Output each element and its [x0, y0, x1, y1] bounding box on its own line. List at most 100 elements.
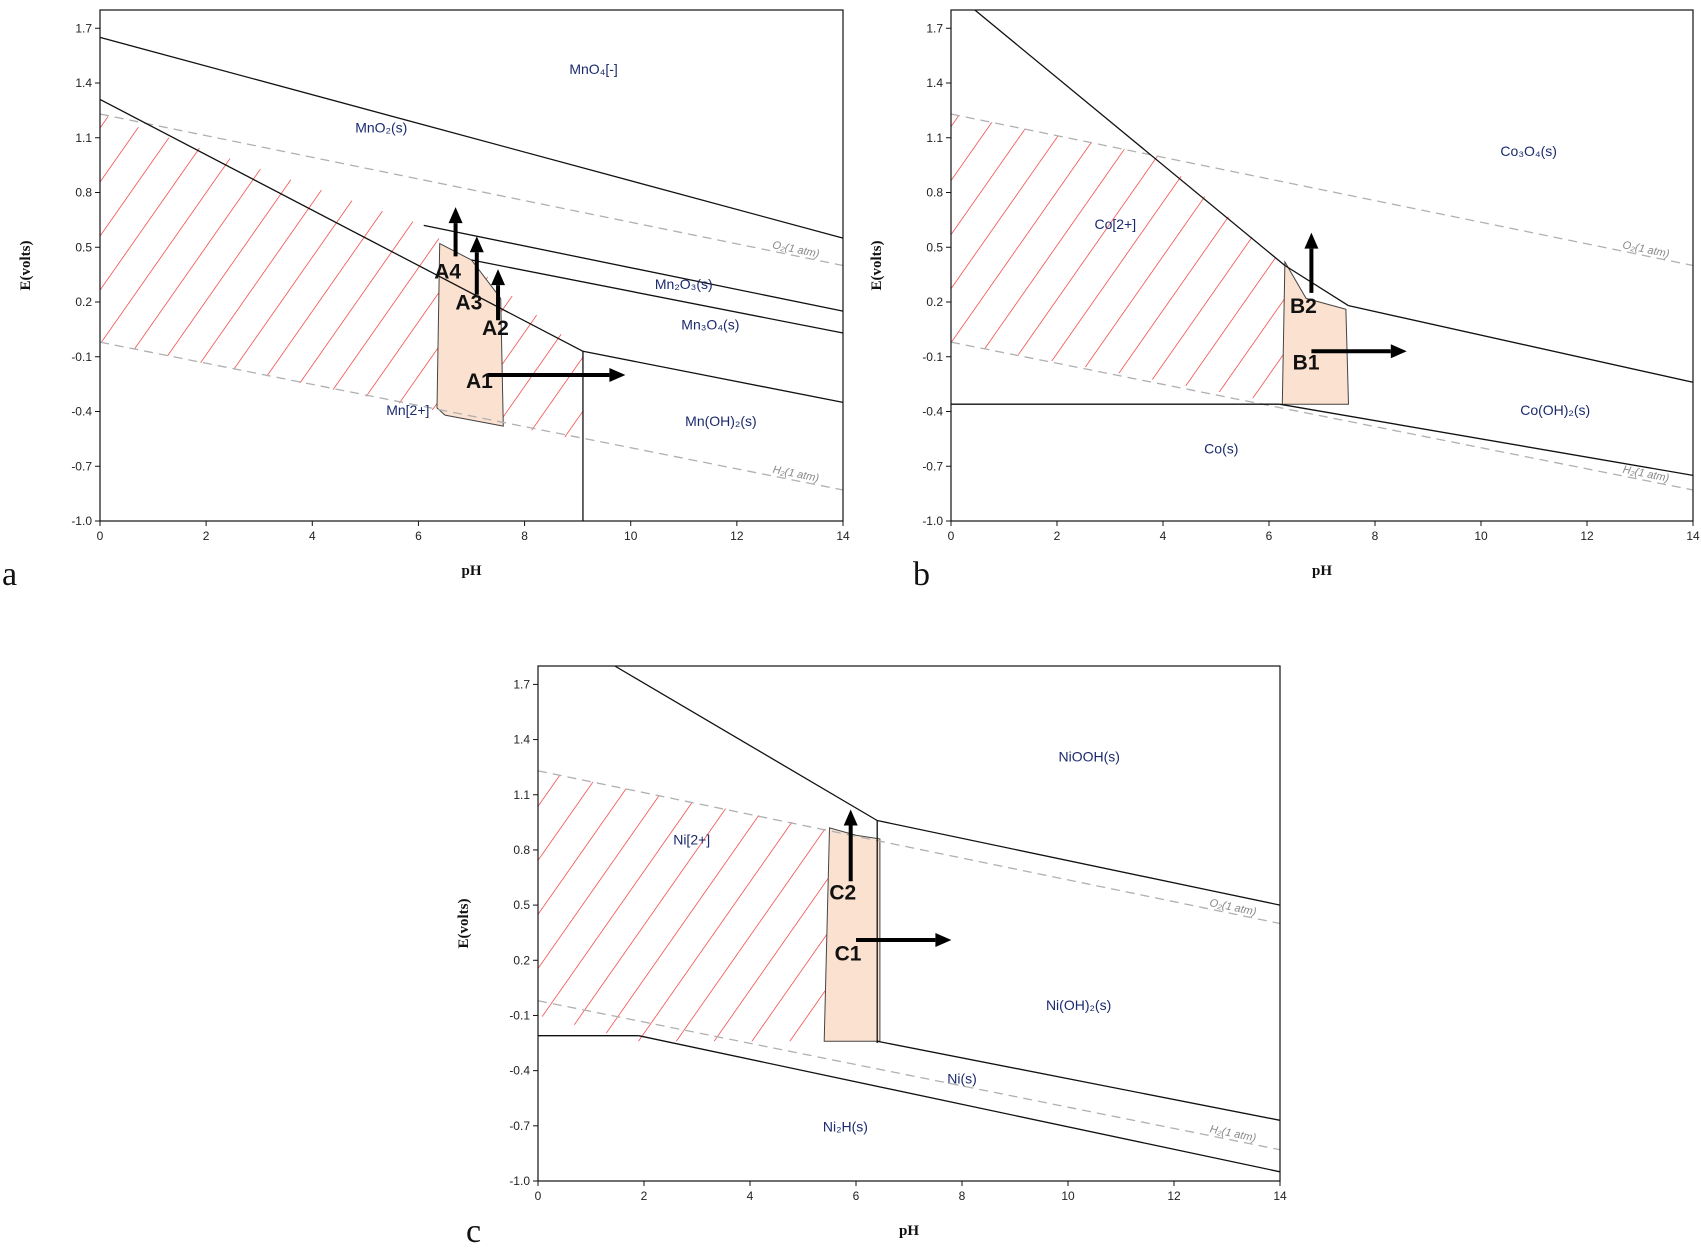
region-label: Mn[2+] [386, 402, 429, 418]
arrow-head [935, 933, 952, 948]
y-tick-label: -1.0 [922, 514, 943, 528]
y-axis-label: E(volts) [869, 241, 885, 291]
region-label: Co₃O₄(s) [1500, 143, 1557, 159]
x-tick-label: 6 [1266, 529, 1273, 543]
region-label: Mn₂O₃(s) [655, 276, 713, 292]
y-tick-label: 1.7 [926, 21, 943, 35]
y-tick-label: -0.1 [509, 1008, 530, 1022]
annotation-label: A1 [466, 370, 493, 393]
arrow-head [1304, 232, 1319, 249]
gas-line-label: H₂(1 atm) [1209, 1123, 1258, 1144]
y-tick-label: 0.8 [75, 186, 92, 200]
x-tick-label: 4 [309, 529, 316, 543]
y-tick-label: -0.7 [71, 459, 92, 473]
phase-boundary [99, 36, 844, 239]
x-tick-label: 14 [1273, 1189, 1287, 1203]
chart-panel-c: 0 2 4 6 8 10 12 14 1.7 1.4 1.1 0.8 0.5 0.2 -0.1 -0.4 -0.… [420, 650, 1300, 1246]
x-tick-label: 8 [959, 1189, 966, 1203]
phase-boundary [877, 819, 1281, 906]
x-tick-label: 2 [1054, 529, 1061, 543]
stability-window [436, 242, 504, 427]
x-tick-label: 0 [948, 529, 955, 543]
arrow-head [843, 809, 858, 826]
y-tick-label: 0.2 [513, 953, 530, 967]
y-tick-label: -0.4 [509, 1064, 530, 1078]
region-label: Ni(OH)₂(s) [1046, 997, 1111, 1013]
gas-line-label: H₂(1 atm) [772, 464, 821, 485]
phase-boundary [1279, 403, 1694, 477]
gas-line [950, 341, 1694, 491]
x-tick-label: 10 [1061, 1189, 1075, 1203]
stability-window [1281, 260, 1350, 405]
x-tick-label: 2 [203, 529, 210, 543]
region-label: Ni(s) [947, 1071, 977, 1087]
pourbaix-chart-a: 0 2 4 6 8 10 12 14 1.7 1.4 1.1 0.8 0.5 0.2 -0.1 -0.4 -0.… [18, 9, 850, 579]
gas-line [950, 113, 1694, 267]
x-tick-label: 0 [97, 529, 104, 543]
phase-boundary [638, 1035, 1281, 1173]
x-tick-label: 12 [1167, 1189, 1181, 1203]
y-tick-label: 1.7 [75, 21, 92, 35]
x-tick-label: 14 [836, 529, 850, 543]
y-tick-label: -0.7 [922, 459, 943, 473]
region-label: Co[2+] [1094, 216, 1136, 232]
y-tick-label: 0.5 [513, 898, 530, 912]
x-tick-label: 2 [641, 1189, 648, 1203]
region-label: Co(s) [1204, 440, 1238, 456]
y-tick-label: 1.1 [75, 131, 92, 145]
annotation-label: B2 [1290, 295, 1317, 318]
y-axis-label: E(volts) [456, 899, 472, 949]
region-label: MnO₄[-] [569, 61, 618, 77]
annotation-label: C2 [829, 882, 856, 905]
phase-boundary [1348, 305, 1694, 383]
arrow-head [609, 368, 626, 382]
plot-frame [950, 9, 1694, 522]
region-label: Co(OH)₂(s) [1520, 402, 1590, 418]
y-tick-label: 1.1 [513, 788, 530, 802]
hatched-region [538, 770, 830, 1042]
y-tick-label: -0.4 [71, 405, 92, 419]
x-tick-label: 12 [1580, 529, 1594, 543]
region-label: Mn₃O₄(s) [681, 316, 739, 332]
gas-line-label: O₂(1 atm) [1621, 239, 1670, 260]
y-tick-label: 0.5 [926, 240, 943, 254]
y-tick-label: 1.4 [75, 76, 92, 90]
y-tick-label: -1.0 [509, 1174, 530, 1188]
pourbaix-chart-c: 0 2 4 6 8 10 12 14 1.7 1.4 1.1 0.8 0.5 0.2 -0.1 -0.4 -0.… [456, 665, 1287, 1239]
x-tick-label: 10 [1474, 529, 1488, 543]
y-tick-label: -0.4 [922, 405, 943, 419]
y-tick-label: -0.1 [71, 350, 92, 364]
annotation-label: A4 [434, 260, 461, 283]
gas-line [537, 770, 1281, 925]
x-tick-label: 8 [521, 529, 528, 543]
chart-panel-b: 0 2 4 6 8 10 12 14 1.7 1.4 1.1 0.8 0.5 0.2 -0.1 -0.4 -0.… [850, 0, 1701, 580]
region-label: NiOOH(s) [1058, 749, 1119, 765]
x-axis-label: pH [461, 563, 481, 579]
panel-label-a: a [2, 556, 18, 593]
y-tick-label: -0.7 [509, 1119, 530, 1133]
y-tick-label: 1.7 [513, 677, 530, 691]
gas-line-label: O₂(1 atm) [771, 239, 820, 260]
pourbaix-chart-b: 0 2 4 6 8 10 12 14 1.7 1.4 1.1 0.8 0.5 0.2 -0.1 -0.4 -0.… [869, 9, 1700, 579]
phase-boundary [471, 259, 844, 334]
gas-line-label: O₂(1 atm) [1208, 897, 1257, 918]
panel-label-b: b [913, 556, 930, 593]
arrow-head [1390, 344, 1407, 359]
x-tick-label: 12 [730, 529, 744, 543]
chart-panel-a: 0 2 4 6 8 10 12 14 1.7 1.4 1.1 0.8 0.5 0.2 -0.1 -0.4 -0.… [0, 0, 850, 580]
phase-boundary [974, 9, 1286, 267]
arrow-head [469, 236, 484, 253]
region-label: MnO₂(s) [355, 119, 407, 135]
y-tick-label: 0.8 [513, 843, 530, 857]
panel-label-c: c [466, 1213, 482, 1250]
x-axis-label: pH [1312, 563, 1332, 579]
y-tick-label: 1.4 [513, 733, 530, 747]
y-tick-label: 0.2 [926, 295, 943, 309]
x-tick-label: 6 [415, 529, 422, 543]
y-tick-label: -0.1 [922, 350, 943, 364]
x-tick-label: 14 [1686, 529, 1700, 543]
y-tick-label: 1.4 [926, 76, 943, 90]
arrow-head [448, 207, 463, 224]
x-axis-label: pH [899, 1223, 919, 1239]
region-label: Mn(OH)₂(s) [685, 413, 757, 429]
